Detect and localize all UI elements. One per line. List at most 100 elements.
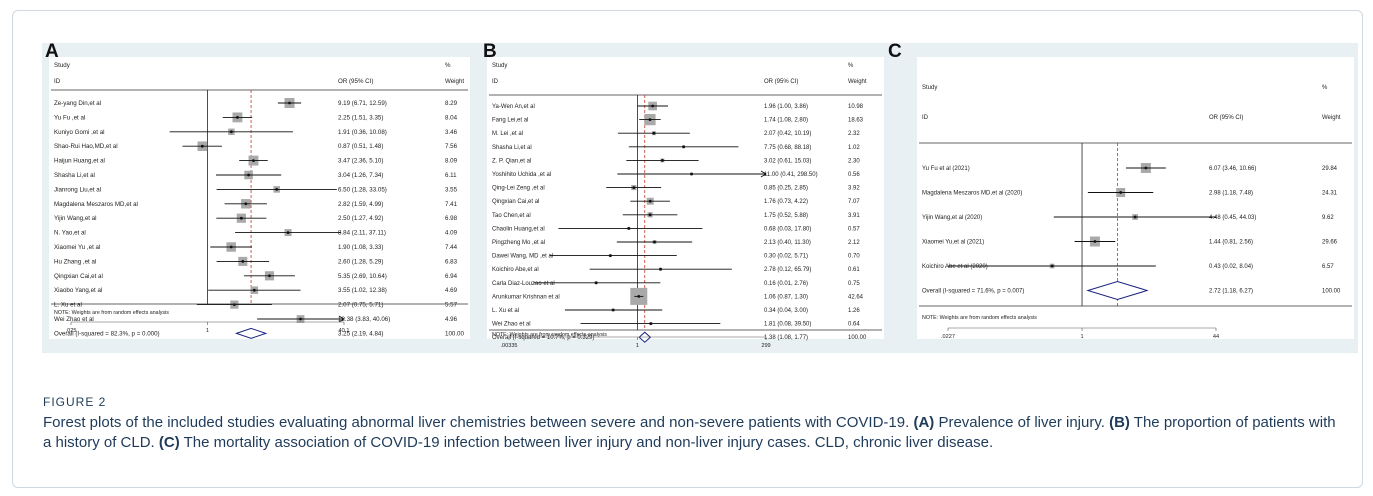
study-label: Fang Lei,et al — [492, 118, 528, 124]
study-label: Z. P. Qian,et al — [492, 158, 531, 164]
study-label: Ya-Wen An,et al — [492, 104, 535, 110]
x-tick-label: .00335 — [500, 343, 517, 349]
study-label: N. Yao,et al — [54, 230, 86, 237]
forest-plot-c: Study ID OR (95% CI)% Weight Yu Fu et al (20… — [917, 57, 1354, 340]
study-weight: 6.83 — [445, 258, 458, 265]
study-weight: 1.26 — [848, 308, 860, 314]
panel-letter-c: C — [888, 41, 902, 62]
study-or-ci: 0.30 (0.02, 5.71) — [764, 254, 808, 260]
study-or-ci: 1.96 (1.00, 3.86) — [764, 104, 808, 110]
overall-or-ci: 2.72 (1.18, 6.27) — [1209, 289, 1253, 295]
study-or-ci: 2.07 (0.42, 10.19) — [764, 131, 811, 137]
header-study: Study — [922, 85, 937, 91]
x-tick-label: .0227 — [941, 334, 955, 340]
study-weight: 18.63 — [848, 118, 864, 124]
caption-panel-ref: (C) — [158, 434, 180, 451]
study-label: Shao-Rui Hao,MD,et al — [54, 143, 118, 150]
study-or-ci: 9.19 (6.71, 12.59) — [338, 100, 387, 107]
study-weight: 10.98 — [848, 104, 864, 110]
header-study: Study — [492, 63, 507, 69]
point-estimate — [1144, 166, 1148, 170]
caption-segment: Forest plots of the included studies eva… — [43, 414, 914, 431]
study-or-ci: 8.84 (2.11, 37.11) — [338, 230, 386, 237]
overall-or-ci: 3.25 (2.19, 4.84) — [338, 330, 383, 337]
study-or-ci: 11.00 (0.41, 298.50) — [764, 172, 818, 178]
study-weight: 7.56 — [445, 143, 458, 150]
point-estimate — [288, 101, 291, 105]
header-weight: Weight — [1322, 115, 1341, 121]
point-estimate — [268, 274, 271, 278]
point-estimate — [239, 216, 243, 220]
header-percent: % — [848, 63, 854, 69]
overall-label: Overall (I-squared = 82.3%, p = 0.000) — [54, 330, 160, 337]
weights-note: NOTE: Weights are from random effects an… — [492, 332, 607, 338]
study-weight: 2.30 — [848, 158, 860, 164]
study-or-ci: 2.98 (1.18, 7.48) — [1209, 191, 1253, 197]
study-or-ci: 0.16 (0.01, 2.76) — [764, 281, 808, 287]
point-estimate — [252, 159, 255, 162]
study-weight: 9.62 — [1322, 215, 1334, 221]
header-percent: % — [445, 62, 451, 69]
study-label: Kuniyo Gomi ,et al — [54, 129, 105, 136]
caption-segment: The proportion of patients with a histor… — [43, 414, 1336, 451]
study-weight: 0.57 — [848, 226, 860, 232]
forest-plot-b: Study ID OR (95% CI)% Weight Ya-Wen An,et al… — [487, 57, 884, 349]
study-or-ci: 1.75 (0.52, 5.88) — [764, 213, 808, 219]
study-or-ci: 3.55 (1.02, 12.38) — [338, 287, 387, 294]
study-weight: 0.61 — [848, 267, 860, 273]
point-estimate — [200, 144, 204, 148]
study-or-ci: 1.44 (0.81, 2.56) — [1209, 240, 1253, 246]
caption-panel-ref: (B) — [1109, 414, 1130, 431]
study-label: Wei Zhao et al — [492, 322, 531, 328]
point-estimate — [608, 254, 612, 257]
x-tick-label: 1 — [1080, 334, 1083, 340]
study-weight: 7.41 — [445, 201, 458, 208]
study-label: Shasha Li,et al — [492, 145, 532, 151]
study-weight: 42.64 — [848, 294, 864, 300]
study-or-ci: 12.38 (3.83, 40.06) — [338, 316, 390, 323]
study-or-ci: 3.47 (2.36, 5.10) — [338, 158, 383, 165]
study-weight: 3.46 — [445, 129, 458, 136]
point-estimate — [1133, 215, 1137, 219]
study-label: Magdalena Meszaros MD,et al (2020) — [922, 191, 1022, 197]
panel-letter-b: B — [483, 41, 497, 62]
point-estimate — [648, 213, 652, 217]
x-tick-label: 40.1 — [339, 328, 350, 334]
forest-plot-a: Study ID OR (95% CI)% Weight Ze-yang Din,et … — [49, 57, 470, 339]
x-tick-label: 299 — [761, 343, 770, 349]
figure-card: A B C Study ID OR (95% CI)% Weight Ze-yang D… — [12, 10, 1363, 488]
study-label: Pingzheng Mo ,et al — [492, 240, 545, 246]
study-or-ci: 4.48 (0.45, 44.03) — [1209, 215, 1256, 221]
header-study: Study — [54, 62, 71, 69]
point-estimate — [1119, 191, 1123, 194]
header-or: OR (95% CI) — [764, 79, 798, 85]
weights-note: NOTE: Weights are from random effects an… — [54, 310, 169, 316]
study-weight: 0.70 — [848, 254, 860, 260]
study-label: Chaolin Huang,et al — [492, 226, 545, 232]
study-label: Yoshihito Uchida ,et al — [492, 172, 551, 178]
overall-weight: 100.00 — [1322, 289, 1341, 295]
study-or-ci: 2.60 (1.28, 5.29) — [338, 258, 383, 265]
overall-weight: 100.00 — [848, 335, 867, 341]
point-estimate — [651, 104, 655, 108]
study-or-ci: 1.74 (1.08, 2.80) — [764, 118, 808, 124]
study-label: Koichiro Abe et al (2020) — [922, 264, 988, 270]
forest-plots-row: A B C Study ID OR (95% CI)% Weight Ze-yang D… — [42, 41, 1358, 353]
overall-or-ci: 1.38 (1.08, 1.77) — [764, 335, 808, 341]
overall-label: Overall (I-squared = 71.6%, p = 0.007) — [922, 289, 1024, 295]
study-label: L. Xu et al — [492, 308, 519, 314]
point-estimate — [682, 145, 686, 149]
study-label: Xiaobo Yang,et al — [54, 287, 102, 294]
figure-caption: Forest plots of the included studies eva… — [43, 413, 1343, 453]
point-estimate — [241, 260, 245, 263]
plot-area-b — [487, 57, 884, 339]
study-or-ci: 2.13 (0.40, 11.30) — [764, 240, 811, 246]
study-weight: 29.84 — [1322, 166, 1338, 172]
point-estimate — [652, 131, 656, 135]
study-or-ci: 0.43 (0.02, 8.04) — [1209, 264, 1253, 270]
study-label: Tao Chen,et al — [492, 213, 531, 219]
point-estimate — [648, 118, 652, 121]
point-estimate — [660, 159, 664, 162]
study-weight: 2.32 — [848, 131, 860, 137]
study-weight: 3.92 — [848, 186, 860, 192]
